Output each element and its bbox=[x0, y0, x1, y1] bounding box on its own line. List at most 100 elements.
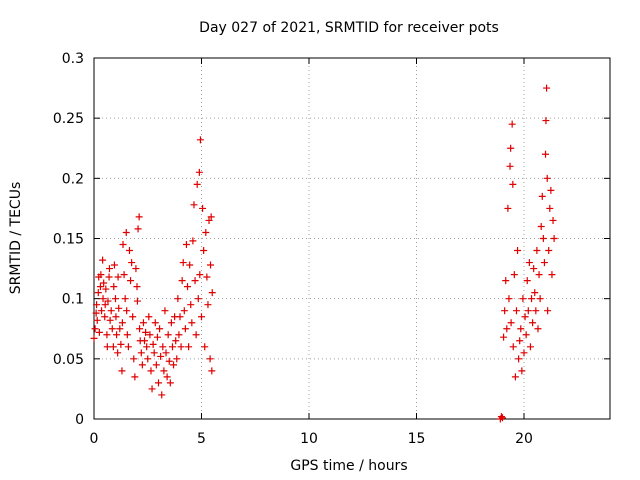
chart-title: Day 027 of 2021, SRMTID for receiver pot… bbox=[199, 20, 499, 36]
data-point bbox=[504, 204, 512, 212]
data-point bbox=[99, 295, 107, 303]
data-point bbox=[96, 283, 104, 291]
data-point bbox=[110, 261, 118, 269]
data-point bbox=[172, 337, 180, 345]
data-point bbox=[99, 256, 107, 264]
data-point bbox=[519, 295, 527, 303]
data-point bbox=[208, 289, 216, 297]
data-point bbox=[529, 319, 537, 327]
data-point bbox=[547, 186, 555, 194]
data-point bbox=[159, 343, 167, 351]
data-point bbox=[105, 273, 113, 281]
data-point bbox=[94, 289, 102, 297]
data-point bbox=[190, 201, 198, 209]
data-point bbox=[162, 349, 170, 357]
data-point bbox=[524, 307, 532, 315]
data-point bbox=[141, 337, 149, 345]
data-point bbox=[116, 325, 124, 333]
data-point bbox=[164, 331, 172, 339]
data-point bbox=[187, 301, 195, 309]
data-point bbox=[108, 325, 116, 333]
data-point bbox=[128, 259, 136, 267]
data-point bbox=[199, 204, 207, 212]
data-point bbox=[207, 213, 215, 221]
data-point bbox=[118, 319, 126, 327]
data-point bbox=[501, 307, 509, 315]
data-point bbox=[90, 334, 98, 342]
data-point bbox=[112, 295, 119, 303]
data-point bbox=[125, 247, 133, 255]
data-point bbox=[192, 331, 200, 339]
data-point bbox=[91, 325, 99, 333]
data-point bbox=[206, 355, 214, 363]
data-point bbox=[546, 204, 554, 212]
data-point bbox=[131, 373, 139, 381]
data-point bbox=[134, 225, 142, 233]
data-point bbox=[507, 319, 515, 327]
data-point bbox=[122, 228, 130, 236]
data-point bbox=[97, 271, 105, 279]
data-point bbox=[516, 337, 524, 345]
data-point bbox=[500, 333, 508, 341]
x-tick-label: 0 bbox=[90, 431, 99, 447]
data-point bbox=[93, 301, 101, 309]
data-point bbox=[130, 355, 138, 363]
data-point bbox=[531, 289, 539, 297]
data-point bbox=[200, 247, 208, 255]
data-point bbox=[497, 413, 505, 421]
data-point bbox=[166, 379, 174, 387]
data-point bbox=[515, 355, 523, 363]
data-point bbox=[133, 283, 141, 291]
data-point bbox=[195, 168, 203, 176]
data-point bbox=[114, 273, 122, 281]
data-point bbox=[135, 213, 143, 221]
data-point bbox=[139, 319, 147, 327]
data-point bbox=[521, 313, 529, 321]
data-point bbox=[535, 271, 543, 279]
data-point bbox=[168, 343, 176, 351]
data-points bbox=[90, 84, 558, 423]
data-point bbox=[520, 349, 528, 357]
data-point bbox=[542, 150, 549, 158]
data-point bbox=[148, 385, 156, 393]
data-point bbox=[545, 247, 553, 255]
data-point bbox=[123, 307, 131, 315]
data-point bbox=[544, 307, 552, 315]
data-point bbox=[201, 343, 209, 351]
data-point bbox=[509, 343, 517, 351]
data-point bbox=[523, 277, 531, 285]
data-point bbox=[142, 328, 150, 336]
y-axis-label: SRMTID / TECUs bbox=[8, 182, 24, 295]
data-point bbox=[170, 361, 178, 369]
y-tick-label: 0.25 bbox=[53, 111, 84, 127]
data-point bbox=[119, 241, 127, 249]
data-point bbox=[193, 180, 201, 188]
data-point bbox=[136, 325, 144, 333]
data-point bbox=[113, 331, 121, 339]
data-point bbox=[121, 295, 129, 303]
data-point bbox=[144, 355, 152, 363]
data-point bbox=[110, 283, 118, 291]
y-tick-label: 0.3 bbox=[62, 51, 84, 67]
data-point bbox=[165, 357, 173, 365]
data-point bbox=[103, 331, 111, 339]
data-point bbox=[158, 391, 166, 399]
data-point bbox=[153, 333, 161, 341]
data-point bbox=[536, 295, 544, 303]
data-point bbox=[191, 277, 199, 285]
data-point bbox=[151, 319, 159, 327]
data-point bbox=[176, 313, 184, 321]
data-point bbox=[123, 331, 131, 339]
data-point bbox=[502, 277, 510, 285]
data-point bbox=[522, 331, 530, 339]
y-tick-label: 0.05 bbox=[53, 352, 84, 368]
data-point bbox=[106, 316, 114, 324]
data-point bbox=[528, 295, 536, 303]
data-point bbox=[533, 247, 541, 255]
grid-layer bbox=[94, 58, 610, 419]
data-point bbox=[149, 340, 157, 348]
data-point bbox=[185, 343, 193, 351]
x-tick-label: 5 bbox=[197, 431, 206, 447]
data-point bbox=[160, 367, 168, 375]
data-point bbox=[100, 279, 108, 287]
